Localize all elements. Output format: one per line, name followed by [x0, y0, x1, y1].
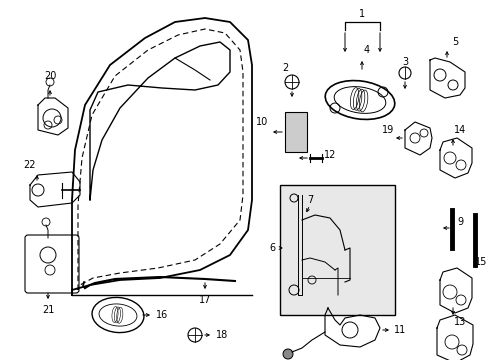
Text: 9: 9	[456, 217, 462, 227]
Text: 6: 6	[268, 243, 274, 253]
Text: 5: 5	[451, 37, 457, 47]
Text: 22: 22	[24, 160, 36, 170]
Text: 15: 15	[474, 257, 486, 267]
Text: 7: 7	[306, 195, 312, 205]
Text: 2: 2	[281, 63, 287, 73]
Bar	[285, 112, 306, 152]
Text: 16: 16	[156, 310, 168, 320]
Text: 13: 13	[453, 317, 465, 327]
Text: 19: 19	[381, 125, 393, 135]
Text: 1: 1	[358, 9, 365, 19]
Text: 20: 20	[44, 71, 56, 81]
Text: 21: 21	[42, 305, 54, 315]
Text: 12: 12	[323, 150, 336, 160]
Text: 11: 11	[393, 325, 406, 335]
Text: 18: 18	[215, 330, 228, 340]
Text: 3: 3	[401, 57, 407, 67]
Text: 17: 17	[199, 295, 211, 305]
FancyBboxPatch shape	[280, 185, 394, 315]
Text: 10: 10	[255, 117, 267, 127]
Text: 4: 4	[363, 45, 369, 55]
Circle shape	[283, 349, 292, 359]
Text: 14: 14	[453, 125, 465, 135]
